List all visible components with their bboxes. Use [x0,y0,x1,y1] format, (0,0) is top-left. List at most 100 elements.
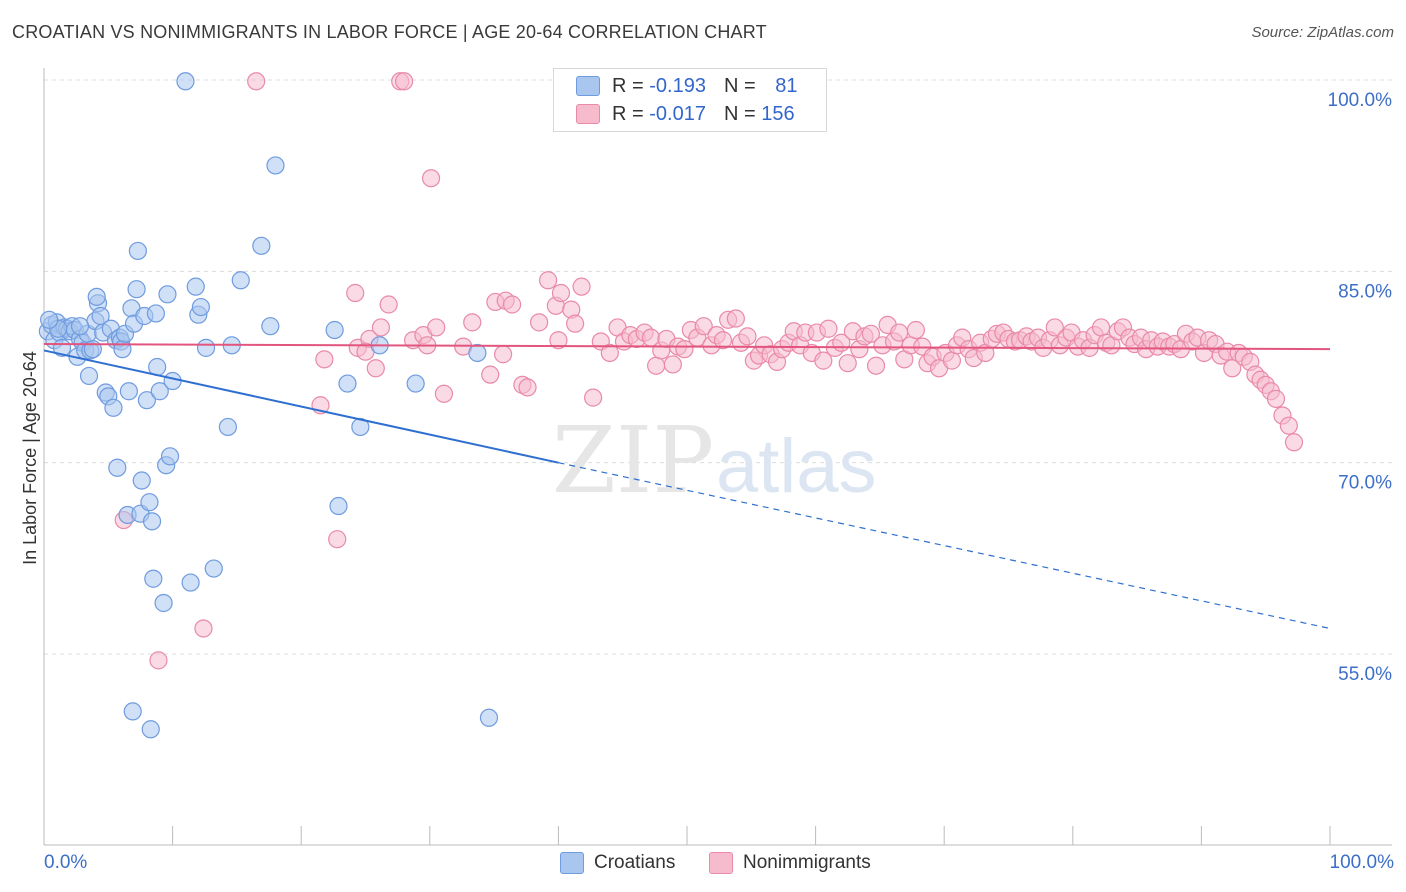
x-axis-min-label: 0.0% [44,852,88,873]
croatian-point [119,382,138,401]
croatian-point [186,277,205,296]
nonimmigrant-point [1091,318,1111,337]
chart-source: Source: ZipAtlas.com [1251,24,1394,41]
nonimmigrant-point [366,359,385,378]
croatian-point [196,338,216,357]
y-tick-label: 85.0% [1338,281,1392,302]
croatian-point [150,382,169,401]
legend-n-value: 81 [775,74,798,97]
croatian-point [176,72,195,91]
croatian-point [141,720,160,739]
nonimmigrants-swatch [576,104,600,124]
y-tick-label: 70.0% [1338,473,1392,494]
croatian-point [154,593,173,613]
trend-lines [43,343,1331,630]
legend-r-label: R = [612,74,650,97]
croatian-point [142,512,162,531]
croatians-points [38,72,499,739]
nonimmigrant-point [814,351,833,370]
watermark: ZIP atlas [552,407,877,514]
watermark-zip: ZIP [552,407,714,514]
correlation-legend: R = -0.193 N = 81 R = -0.017 N = 156 [553,68,827,132]
nonimmigrant-point [1279,416,1298,435]
y-tick-label: 100.0% [1328,90,1393,111]
nonimmigrants-legend-swatch [709,852,733,874]
croatian-point [146,304,165,323]
watermark-atlas: atlas [716,424,877,509]
nonimmigrant-point [394,72,414,91]
croatian-point [137,391,156,410]
legend-r-value: -0.017 [649,102,706,125]
nonimmigrant-point [1284,433,1304,452]
nonimmigrant-point [861,324,880,343]
nonimmigrant-point [1045,318,1064,337]
croatian-point [325,320,344,340]
croatian-point [127,280,146,299]
croatian-point [181,573,200,592]
croatian-point [158,285,177,304]
nonimmigrant-point [942,351,962,370]
nonimmigrant-point [566,314,585,333]
croatian-point [123,702,142,721]
nonimmigrant-point [530,313,549,332]
nonimmigrant-point [584,388,603,407]
nonimmigrant-point [371,318,391,337]
croatian-point [87,287,106,306]
nonimmigrant-point [906,320,926,340]
y-tick-label: 55.0% [1338,664,1392,685]
nonimmigrant-point [549,331,568,350]
nonimmigrant-point [1223,359,1242,378]
legend-r-label: R = [612,102,650,125]
nonimmigrants-points [114,72,1304,670]
nonimmigrant-point [503,295,522,314]
croatian-point [191,297,210,317]
croatian-point [79,366,99,386]
nonimmigrant-point [819,319,838,338]
nonimmigrant-point [315,350,334,369]
chart-title: CROATIAN VS NONIMMIGRANTS IN LABOR FORCE… [12,22,767,42]
croatian-point [144,569,163,588]
nonimmigrant-point [1266,389,1286,408]
croatian-point [204,559,223,578]
nonimmigrant-point [838,354,857,373]
croatian-point [104,398,123,417]
croatian-point [132,471,151,490]
nonimmigrant-point [463,313,482,332]
nonimmigrants-trend-line [43,343,1331,351]
nonimmigrant-point [572,277,591,296]
nonimmigrant-point [694,317,713,336]
nonimmigrant-point [346,283,365,303]
croatian-point [231,271,250,290]
croatian-point [140,493,159,512]
nonimmigrant-point [726,309,745,328]
nonimmigrant-point [866,356,886,375]
croatian-point [406,374,425,393]
nonimmigrant-point [675,340,694,359]
croatian-point [40,310,59,329]
nonimmigrant-point [481,365,500,384]
legend-n-value: 156 [761,102,795,125]
nonimmigrant-point [421,169,441,188]
nonimmigrant-point [738,327,757,346]
legend-n-label: N = [723,102,762,125]
croatian-point [468,343,487,363]
nonimmigrant-point [518,378,537,397]
y-axis-label: In Labor Force | Age 20-64 [20,351,40,565]
croatians-trend-line [43,349,559,464]
nonimmigrant-point [379,295,398,314]
bottom-legend-nonimmigrants: Nonimmigrants [709,852,871,874]
croatian-point [338,374,357,393]
croatian-point [479,708,499,727]
croatians-swatch [576,76,600,96]
grid-lines [44,79,1392,655]
nonimmigrant-point [539,271,558,290]
croatian-point [266,156,285,175]
legend-row-croatians: R = -0.193 N = 81 [576,74,797,98]
legend-n-label: N = [723,74,762,97]
croatians-legend-label: Croatians [594,852,676,873]
croatian-point [128,241,147,261]
croatian-point [70,317,90,336]
croatian-point [113,340,132,359]
x-axis-max-label: 100.0% [1329,852,1394,873]
